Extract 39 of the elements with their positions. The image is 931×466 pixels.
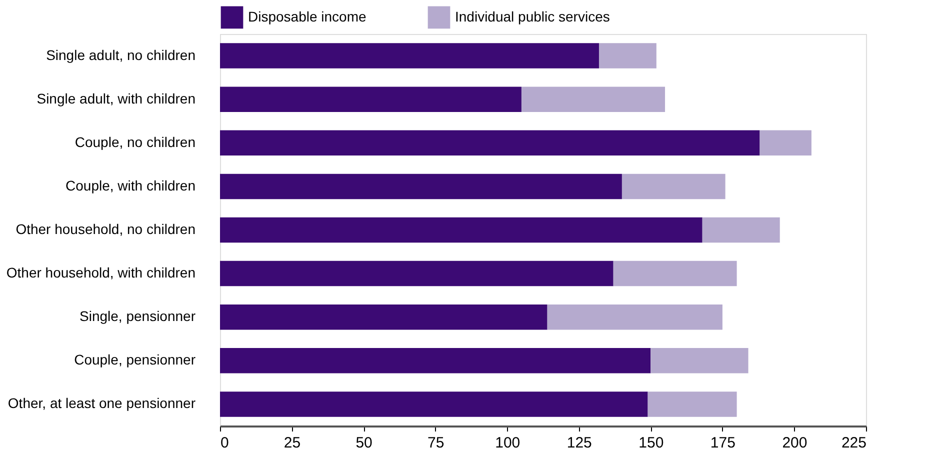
x-tick-label: 175 [710,434,736,452]
y-tick-label: Other household, no children [16,221,196,237]
bar [547,304,722,330]
bar [220,348,651,374]
y-tick-label: Single adult, with children [36,90,196,106]
x-tick-label: 75 [427,434,444,452]
y-tick-label: Single, pensionner [80,308,196,324]
y-tick-label: Other, at least one pensionner [8,395,196,412]
bar [648,392,737,417]
y-tick-label: Couple, pensionner [74,352,196,368]
x-tick-label: 125 [566,434,592,452]
y-tick-label: Single adult, no children [46,46,196,63]
bar [220,392,648,417]
bar [220,174,622,200]
bar [613,260,737,286]
x-tick-label: 225 [841,434,866,452]
legend-label: Individual public services [455,8,610,24]
bar [760,130,812,156]
x-tick-label: 150 [638,434,664,452]
bar [650,348,748,374]
bar [220,217,702,243]
x-tick-label: 25 [284,434,301,452]
bar [598,43,656,68]
y-tick-label: Couple, with children [66,177,196,194]
bar [702,217,780,243]
x-tick-label: 50 [356,434,372,452]
bar [521,86,666,112]
legend-label: Disposable income [248,8,366,24]
bar [220,130,760,156]
bar [220,304,548,330]
bar [622,174,726,200]
x-tick-label: 200 [782,434,808,452]
x-tick-label: 0 [220,434,229,452]
y-tick-label: Other household, with children [6,264,196,281]
y-tick-label: Couple, no children [74,134,196,150]
x-tick-label: 100 [495,434,520,452]
bar [220,43,599,68]
bar [220,260,614,286]
bar [220,86,522,112]
